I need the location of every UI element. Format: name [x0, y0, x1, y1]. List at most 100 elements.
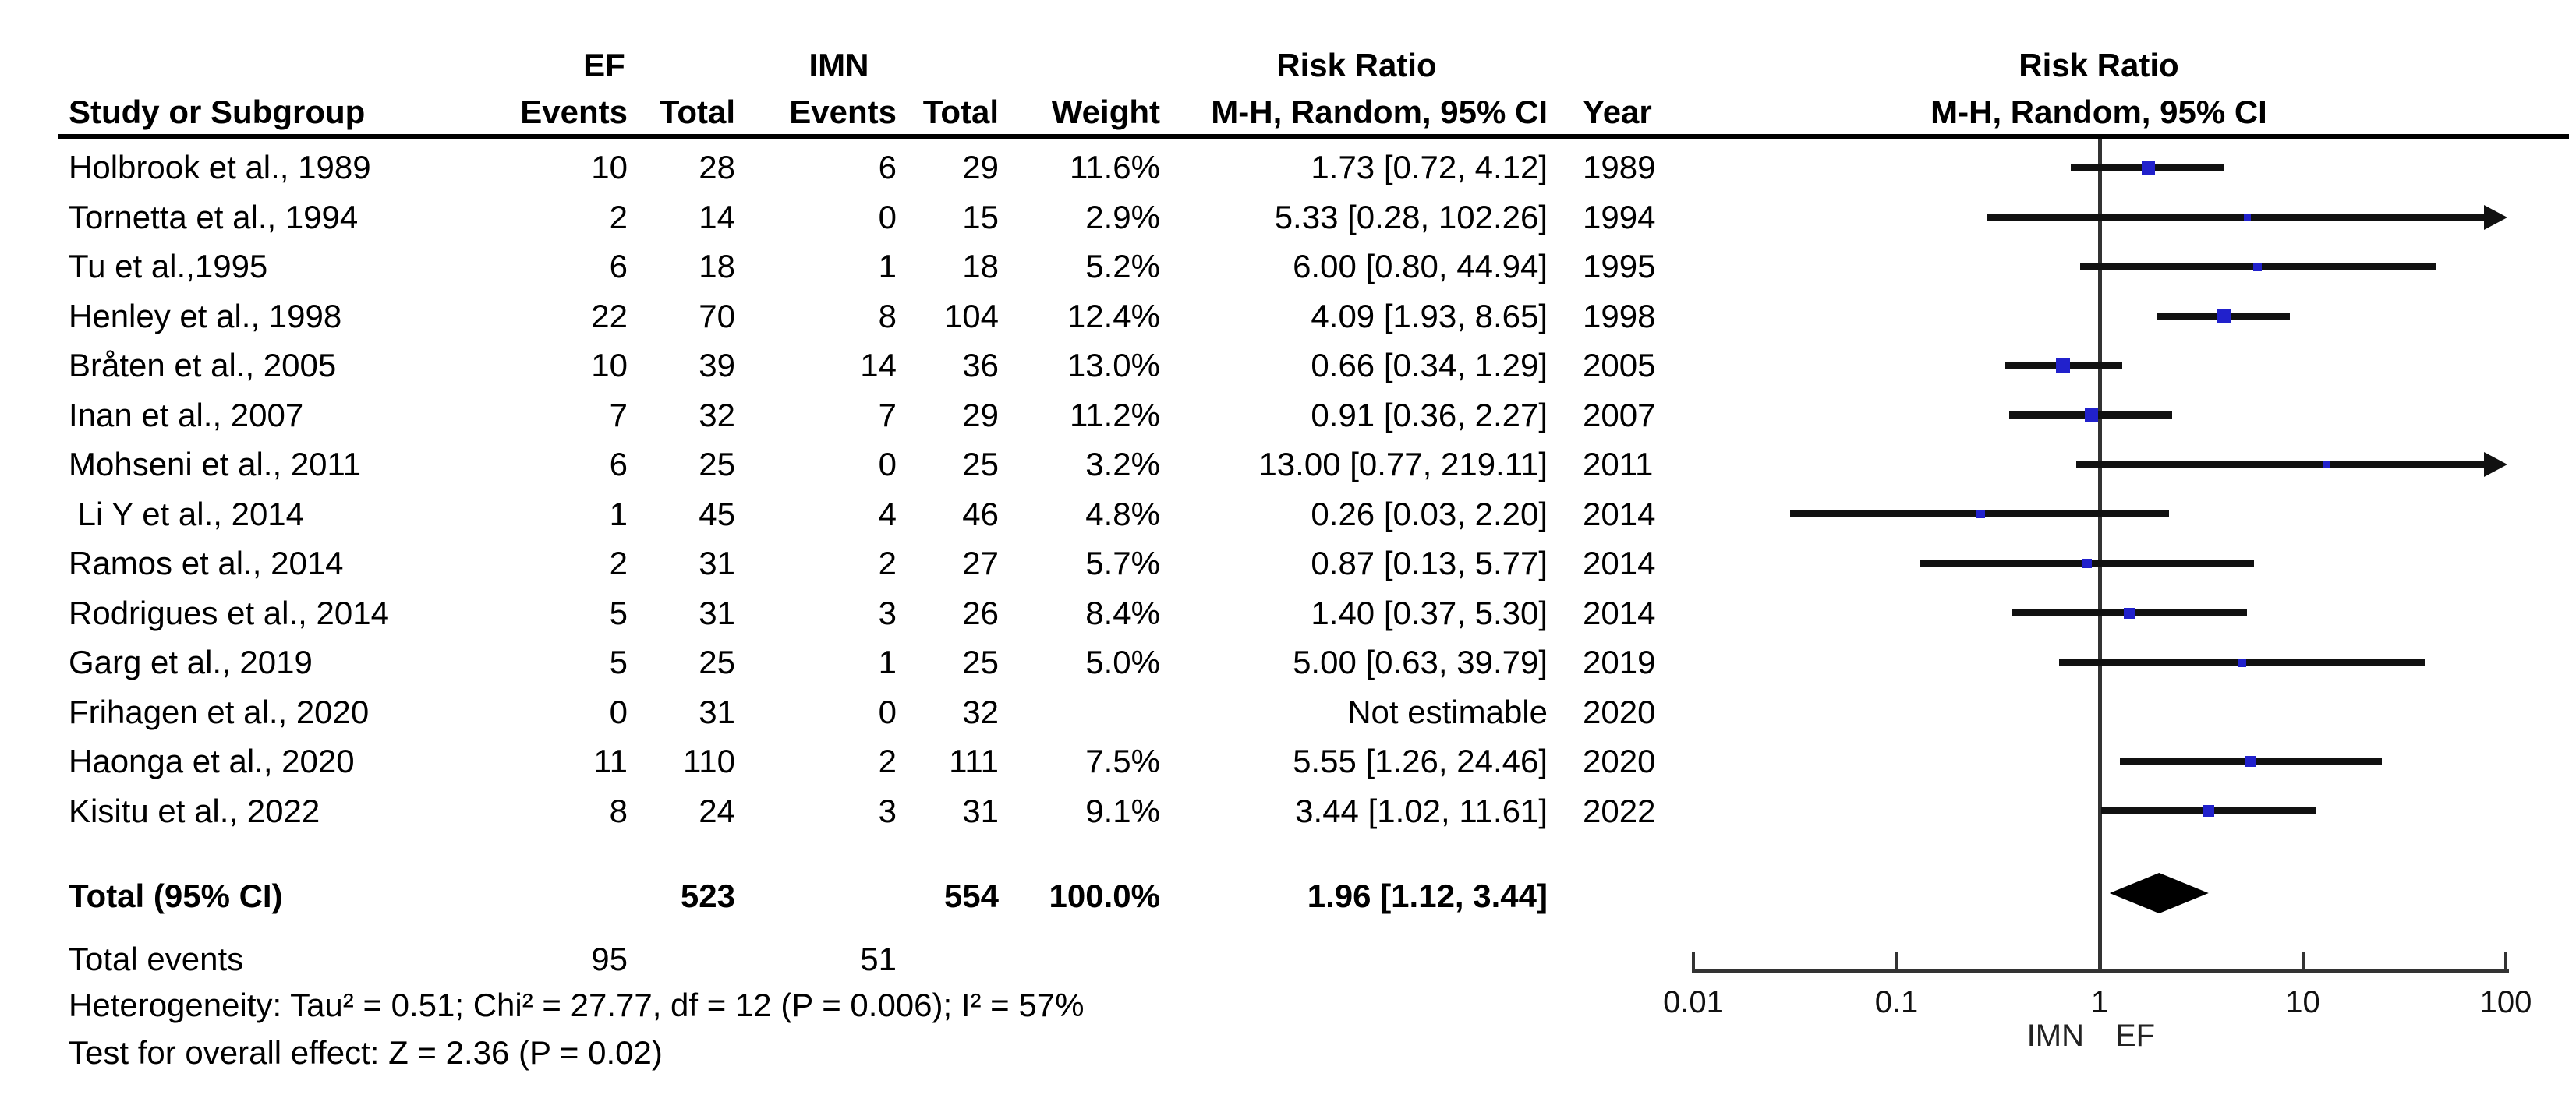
point-marker: [2243, 214, 2251, 221]
col-group-risk-ratio: Risk Ratio: [1276, 47, 1437, 83]
total-events-label: Total events: [69, 941, 244, 977]
ef-total-cell: 110: [683, 743, 735, 779]
point-marker: [2141, 161, 2155, 175]
ci-line: [1987, 214, 2484, 221]
total-imn-total: 554: [943, 878, 999, 914]
col-header-ef-total: Total: [659, 94, 735, 130]
study-name: Tu et al.,1995: [69, 248, 268, 284]
rr-text-cell: 3.44 [1.02, 11.61]: [1295, 792, 1548, 829]
study-row: Bråten et al., 2005 10 39 14 36 13.0% 0.66 [0.…: [0, 341, 2576, 390]
ef-events-cell: 5: [609, 594, 628, 631]
imn-events-cell: 8: [878, 297, 897, 334]
ef-total-cell: 25: [699, 446, 735, 482]
col-header-rr-method: M-H, Random, 95% CI: [1211, 94, 1548, 130]
rr-text-cell: 5.00 [0.63, 39.79]: [1293, 644, 1548, 680]
imn-events-cell: 0: [878, 446, 897, 482]
study-row: Tu et al.,1995 6 18 1 18 5.2% 6.00 [0.80, 44.9…: [0, 242, 2576, 291]
header-divider: [58, 134, 2569, 139]
imn-total-cell: 15: [962, 198, 999, 235]
study-row: Rodrigues et al., 2014 5 31 3 26 8.4% 1.40 [0.…: [0, 588, 2576, 638]
imn-total-cell: 31: [962, 792, 999, 829]
year-cell: 2019: [1583, 644, 1656, 680]
imn-events-cell: 3: [878, 594, 897, 631]
favours-ef-label: EF: [2115, 1019, 2156, 1053]
imn-events-cell: 7: [878, 396, 897, 433]
axis-tick-label: 10: [2285, 985, 2320, 1019]
x-axis: [1692, 969, 2509, 973]
point-marker: [2322, 461, 2330, 468]
study-name: Holbrook et al., 1989: [69, 149, 371, 185]
rr-text-cell: Not estimable: [1347, 693, 1548, 730]
imn-total-cell: 104: [943, 297, 999, 334]
study-row: Inan et al., 2007 7 32 7 29 11.2% 0.91 [0.36, …: [0, 390, 2576, 440]
study-row: Mohseni et al., 2011 6 25 0 25 3.2% 13.00 [0.7…: [0, 440, 2576, 489]
point-marker: [2124, 607, 2135, 619]
weight-cell: 7.5%: [1085, 743, 1160, 779]
ef-total-cell: 39: [699, 347, 735, 383]
heterogeneity-text: Heterogeneity: Tau² = 0.51; Chi² = 27.77…: [69, 987, 1085, 1023]
total-label: Total (95% CI): [69, 878, 283, 914]
ef-total-cell: 25: [699, 644, 735, 680]
ef-total-cell: 28: [699, 149, 735, 185]
heterogeneity-row: Heterogeneity: Tau² = 0.51; Chi² = 27.77…: [0, 980, 2576, 1030]
imn-events-cell: 3: [878, 792, 897, 829]
point-marker: [1976, 510, 1986, 518]
year-cell: 2007: [1583, 396, 1656, 433]
rr-text-cell: 4.09 [1.93, 8.65]: [1311, 297, 1548, 334]
axis-tick-label: 0.01: [1663, 985, 1724, 1019]
ef-total-cell: 31: [699, 693, 735, 730]
ef-total-cell: 45: [699, 495, 735, 532]
right-arrow-icon: [2484, 452, 2507, 477]
ef-events-cell: 0: [609, 693, 628, 730]
ef-events-cell: 6: [609, 446, 628, 482]
rr-text-cell: 13.00 [0.77, 219.11]: [1258, 446, 1548, 482]
imn-total-cell: 27: [962, 545, 999, 581]
ef-total-cell: 14: [699, 198, 735, 235]
rr-text-cell: 6.00 [0.80, 44.94]: [1293, 248, 1548, 284]
rr-text-cell: 5.33 [0.28, 102.26]: [1274, 198, 1548, 235]
axis-tick-label: 0.1: [1874, 985, 1919, 1019]
point-marker: [2217, 309, 2231, 323]
total-rr-text: 1.96 [1.12, 3.44]: [1307, 878, 1548, 914]
year-cell: 2014: [1583, 495, 1656, 532]
study-row: Ramos et al., 2014 2 31 2 27 5.7% 0.87 [0.13, …: [0, 539, 2576, 588]
ef-total-cell: 31: [699, 594, 735, 631]
imn-events-cell: 4: [878, 495, 897, 532]
col-header-study: Study or Subgroup: [69, 94, 366, 130]
total-ef-total: 523: [680, 878, 735, 914]
imn-events-cell: 0: [878, 198, 897, 235]
rr-text-cell: 0.91 [0.36, 2.27]: [1311, 396, 1548, 433]
point-marker: [2055, 358, 2070, 373]
point-marker: [2082, 559, 2093, 568]
weight-cell: 11.2%: [1070, 396, 1160, 433]
favours-imn-label: IMN: [2026, 1019, 2084, 1053]
weight-cell: 12.4%: [1067, 297, 1160, 334]
year-cell: 2022: [1583, 792, 1656, 829]
axis-tick: [2301, 952, 2305, 971]
study-name: Mohseni et al., 2011: [69, 446, 362, 482]
study-row: Li Y et al., 2014 1 45 4 46 4.8% 0.26 [0.03, 2…: [0, 489, 2576, 539]
ef-events-cell: 2: [609, 198, 628, 235]
study-row: Garg et al., 2019 5 25 1 25 5.0% 5.00 [0.63, 3…: [0, 637, 2576, 687]
rr-text-cell: 1.40 [0.37, 5.30]: [1311, 594, 1548, 631]
weight-cell: 5.0%: [1085, 644, 1160, 680]
imn-total-cell: 29: [962, 396, 999, 433]
imn-events-cell: 14: [860, 347, 897, 383]
ef-events-cell: 2: [609, 545, 628, 581]
ef-events-cell: 10: [591, 149, 628, 185]
total-events-row: Total events 95 51: [0, 934, 2576, 984]
year-cell: 1994: [1583, 198, 1656, 235]
axis-tick-label: 100: [2479, 985, 2532, 1019]
col-header-imn-total: Total: [922, 94, 999, 130]
col-header-ef-events: Events: [520, 94, 628, 130]
weight-cell: 3.2%: [1085, 446, 1160, 482]
overall-effect-text: Test for overall effect: Z = 2.36 (P = 0…: [69, 1034, 663, 1071]
study-row: Kisitu et al., 2022 8 24 3 31 9.1% 3.44 [1.02,…: [0, 786, 2576, 836]
imn-total-cell: 25: [962, 644, 999, 680]
ef-events-cell: 11: [593, 743, 628, 779]
study-name: Tornetta et al., 1994: [69, 198, 359, 235]
weight-cell: [1020, 687, 1160, 737]
imn-total-cell: 26: [962, 594, 999, 631]
study-name: Li Y et al., 2014: [69, 495, 305, 532]
